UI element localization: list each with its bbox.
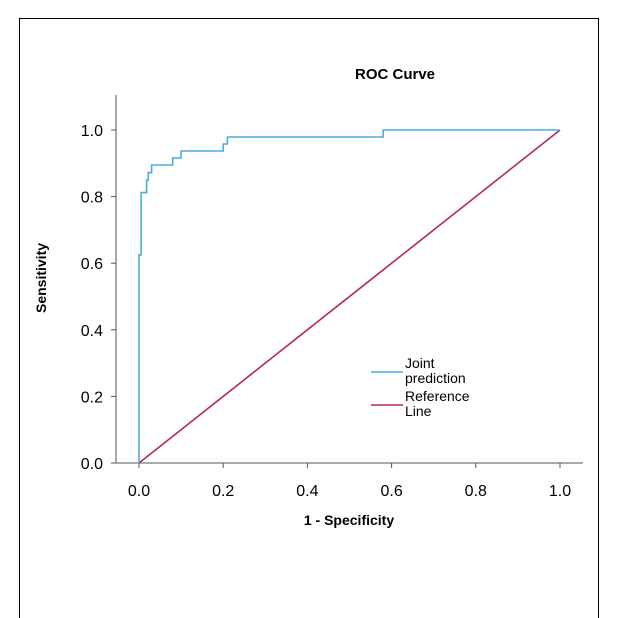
axes: 0.0 0.2 0.4 0.6 0.8 1.0 0.0 0.2 0.4 0.6 0.8 1.0 (81, 95, 583, 500)
series-reference-line (138, 129, 561, 464)
legend-label: Joint (405, 355, 435, 371)
x-tick-label: 0.6 (380, 483, 402, 500)
x-tick-label: 0.0 (128, 483, 150, 500)
x-axis-label: 1 - Specificity (304, 512, 394, 528)
series-joint-prediction (138, 129, 560, 463)
y-tick-label: 0.8 (81, 190, 103, 207)
y-tick-label: 0.2 (81, 389, 103, 406)
x-tick-label: 1.0 (549, 483, 571, 500)
x-tick-label: 0.2 (212, 483, 234, 500)
x-tick-label: 0.8 (465, 483, 487, 500)
roc-chart: ROC Curve 1 - Specificity Sensitivity 0.… (33, 66, 583, 528)
series-layer (138, 129, 561, 464)
y-tick-label: 0.6 (81, 256, 103, 273)
y-axis-label: Sensitivity (33, 243, 49, 313)
y-tick-label: 1.0 (81, 123, 103, 140)
chart-title: ROC Curve (355, 66, 435, 83)
legend-label: prediction (405, 370, 466, 386)
y-tick-label: 0.0 (81, 456, 103, 473)
legend-label: Reference (405, 388, 470, 404)
figure-frame (19, 18, 599, 618)
legend-label: Line (405, 403, 432, 419)
y-tick-label: 0.4 (81, 323, 103, 340)
x-tick-label: 0.4 (296, 483, 318, 500)
